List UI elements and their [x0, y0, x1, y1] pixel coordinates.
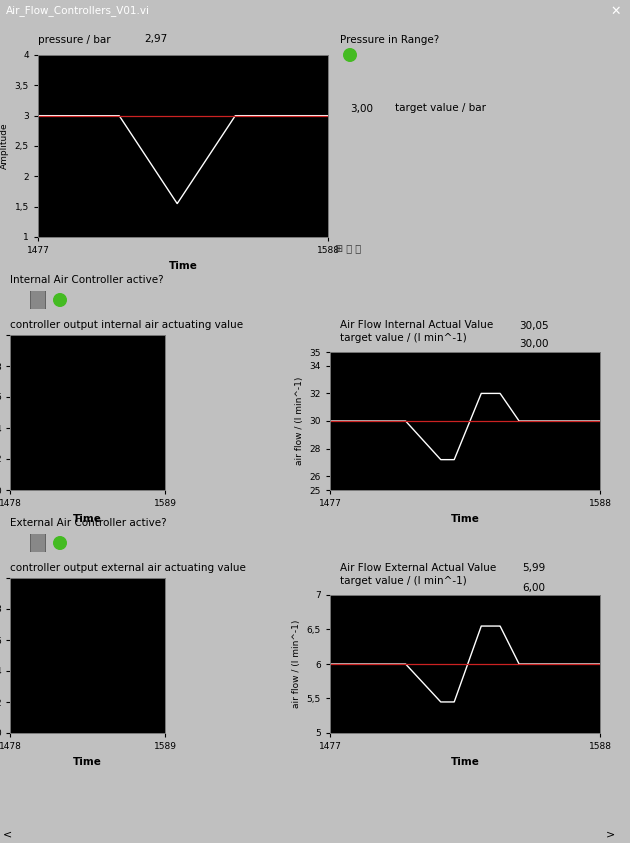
X-axis label: Time: Time: [450, 513, 479, 524]
Text: 2,97: 2,97: [144, 34, 168, 44]
Text: Air_Flow_Controllers_V01.vi: Air_Flow_Controllers_V01.vi: [6, 6, 151, 17]
X-axis label: Time: Time: [73, 513, 102, 524]
Text: Air Flow Internal Actual Value: Air Flow Internal Actual Value: [340, 320, 493, 330]
Text: >: >: [605, 829, 615, 839]
FancyBboxPatch shape: [30, 533, 46, 553]
Text: ⊞ 🔍 🔧: ⊞ 🔍 🔧: [335, 243, 361, 253]
Y-axis label: air flow / (l min^-1): air flow / (l min^-1): [292, 620, 301, 708]
X-axis label: Time: Time: [450, 756, 479, 766]
Text: controller output external air actuating value: controller output external air actuating…: [10, 563, 246, 573]
Text: 30,00: 30,00: [519, 340, 549, 350]
Text: Internal Air Controller active?: Internal Air Controller active?: [10, 275, 164, 285]
Text: ✕: ✕: [610, 4, 621, 18]
Text: target value / (l min^-1): target value / (l min^-1): [340, 333, 467, 343]
Text: 5,99: 5,99: [522, 563, 546, 573]
Text: target value / (l min^-1): target value / (l min^-1): [340, 576, 467, 586]
X-axis label: Time: Time: [73, 756, 102, 766]
Text: 6,00: 6,00: [522, 583, 546, 593]
Circle shape: [54, 537, 66, 550]
Text: External Air Controller active?: External Air Controller active?: [10, 518, 166, 528]
Text: 3,00: 3,00: [350, 104, 374, 114]
FancyBboxPatch shape: [30, 290, 46, 310]
Text: controller output internal air actuating value: controller output internal air actuating…: [10, 320, 243, 330]
Y-axis label: air flow / (l min^-1): air flow / (l min^-1): [295, 377, 304, 465]
X-axis label: Time: Time: [169, 260, 197, 271]
Text: Air Flow External Actual Value: Air Flow External Actual Value: [340, 563, 496, 573]
Text: 30,05: 30,05: [519, 320, 549, 330]
Text: pressure / bar: pressure / bar: [38, 35, 111, 45]
Y-axis label: Amplitude: Amplitude: [0, 123, 9, 169]
Text: <: <: [3, 829, 13, 839]
Circle shape: [54, 293, 66, 306]
Text: target value / bar: target value / bar: [395, 103, 486, 113]
Text: Pressure in Range?: Pressure in Range?: [340, 35, 439, 45]
Circle shape: [344, 49, 357, 62]
